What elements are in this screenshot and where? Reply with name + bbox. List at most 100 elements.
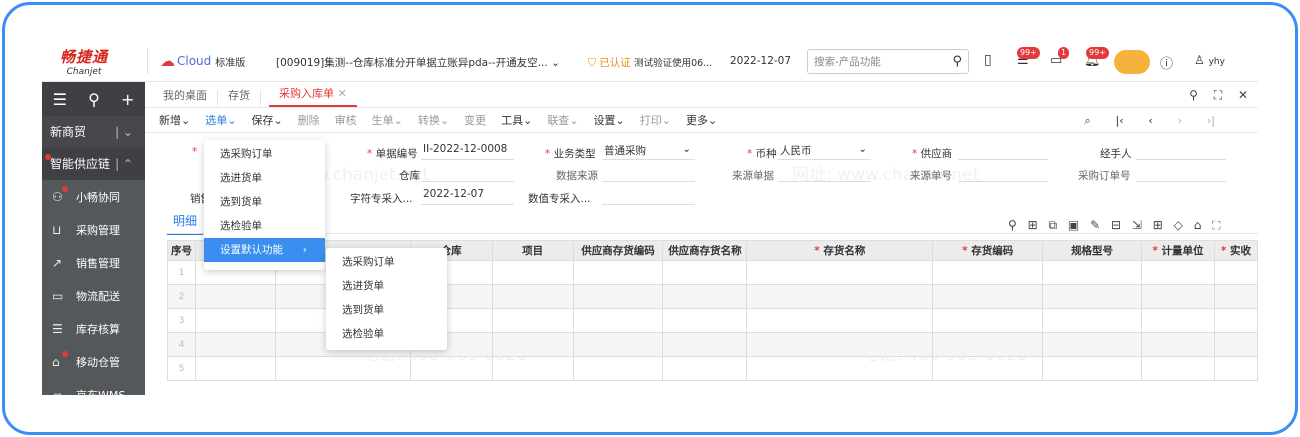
edit-icon: ✎ xyxy=(1090,218,1101,232)
user-icon: ♙ xyxy=(1194,53,1205,67)
help-icon[interactable]: ⓘ xyxy=(1160,57,1174,72)
biz-type-select[interactable]: 普通采购 ⌄ xyxy=(602,143,695,160)
close-icon: ✕ xyxy=(337,87,347,100)
product-logo: ☁ Cloud 标准版 xyxy=(160,52,246,70)
sidebar-item-sales[interactable]: ↗ 销售管理 xyxy=(52,255,120,270)
submenu-item-select-arrival[interactable]: 选到货单 xyxy=(342,304,384,316)
search-icon: ⚲ xyxy=(1189,88,1198,102)
table-row[interactable]: 3 xyxy=(167,308,1258,333)
columns-icon: ⊞ xyxy=(1152,218,1163,232)
submenu-item-select-purchase[interactable]: 选进货单 xyxy=(342,280,384,292)
link-query-button[interactable]: 联查⌄ xyxy=(547,114,579,127)
sidebar-item-purchase[interactable]: ⊔ 采购管理 xyxy=(52,222,120,237)
add-icon[interactable]: + xyxy=(120,89,135,109)
char-field[interactable]: 2022-12-07 xyxy=(421,188,514,205)
split-icon: ⊟ xyxy=(1110,218,1122,232)
table-row[interactable]: 1 xyxy=(167,260,1258,285)
generate-button[interactable]: 生单⌄ xyxy=(371,114,403,127)
warehouse-icon: ⌂ xyxy=(52,354,60,369)
cloud-logo-icon: ☁ xyxy=(160,52,175,70)
mascot-avatar[interactable] xyxy=(1114,50,1150,74)
set-default-submenu: 选采购订单 选进货单 选到货单 选检验单 xyxy=(326,248,447,350)
cart-icon: ⊔ xyxy=(52,222,62,237)
sidebar-item-collab[interactable]: ⚇ 小畅协同 xyxy=(42,180,145,213)
message-badge: 1 xyxy=(1058,47,1070,59)
copy-icon: ⧉ xyxy=(1048,218,1058,232)
sidebar-item-wms[interactable]: ▱ 京东WMS xyxy=(42,378,145,396)
data-source-field[interactable] xyxy=(602,165,695,182)
settings-button[interactable]: 设置⌄ xyxy=(593,114,625,127)
menu-item-select-po[interactable]: 选采购订单 xyxy=(220,148,273,160)
next-icon: › xyxy=(1177,114,1183,127)
todo-badge: 99+ xyxy=(1017,47,1040,59)
submenu-item-select-inspection[interactable]: 选检验单 xyxy=(342,328,384,340)
sidebar-item-mobile-warehouse[interactable]: ⌂ 移动仓管 xyxy=(42,345,145,378)
menu-item-select-inspection[interactable]: 选检验单 xyxy=(220,220,262,232)
po-no-field[interactable] xyxy=(1136,165,1226,182)
sidebar-item-logistics[interactable]: ▭ 物流配送 xyxy=(52,288,120,303)
user-menu[interactable]: ♙ yhy xyxy=(1194,53,1225,67)
table-row[interactable]: 4 xyxy=(167,332,1258,357)
menu-item-set-default[interactable]: 设置默认功能 › xyxy=(204,238,325,262)
select-doc-menu: 选采购订单 选进货单 选到货单 选检验单 设置默认功能 › xyxy=(204,140,325,270)
currency-select[interactable]: 人民币 ⌄ xyxy=(778,143,871,160)
menu-item-select-arrival[interactable]: 选到货单 xyxy=(220,196,262,208)
sidebar: ☰ ⚲ + 新商贸 | ⌄ 智能供应链 | ⌃ ⚇ 小畅协同 ⊔ 采购管理 ↗ 销售管理 ▭ 物… xyxy=(42,82,145,395)
search-icon[interactable]: ⚲ xyxy=(88,89,100,109)
tab-actions[interactable]: ⚲ ⛶ ✕ xyxy=(1189,88,1248,103)
chevron-right-icon: › xyxy=(302,244,307,256)
verified-badge[interactable]: ⛉ 已认证 测试验证使用06... xyxy=(588,57,713,69)
fullscreen-icon: ⛶ xyxy=(1213,88,1223,102)
wms-icon: ▱ xyxy=(52,387,62,396)
search-input[interactable]: 搜索-产品功能 ⚲ xyxy=(807,49,969,74)
convert-button[interactable]: 转换⌄ xyxy=(417,114,450,127)
todo-icon[interactable]: ☰ xyxy=(1017,53,1029,68)
sidebar-item-inventory[interactable]: ☰ 库存核算 xyxy=(52,321,120,336)
print-button[interactable]: 打印⌄ xyxy=(639,114,671,127)
sidebar-group-new-trade[interactable]: 新商贸 | ⌄ xyxy=(42,116,145,148)
save-button[interactable]: 保存⌄ xyxy=(251,114,283,127)
tab-bar: 我的桌面 存货 采购入库单 ✕ ⚲ ⛶ ✕ xyxy=(145,85,1258,108)
more-button[interactable]: 更多⌄ xyxy=(685,114,718,127)
chevron-up-icon: | ⌃ xyxy=(115,156,133,171)
change-button[interactable]: 变更 xyxy=(464,114,487,127)
tab-detail[interactable]: 明细 xyxy=(167,212,204,235)
table-row[interactable]: 5 xyxy=(167,356,1258,381)
new-button[interactable]: 新增⌄ xyxy=(159,114,191,127)
num-field[interactable] xyxy=(602,188,695,205)
mobile-icon[interactable]: ▯ xyxy=(984,52,992,68)
source-doc-field[interactable] xyxy=(778,165,871,182)
date-display: 2022-12-07 xyxy=(730,55,792,67)
menu-item-select-purchase[interactable]: 选进货单 xyxy=(220,172,262,184)
home-icon: ⌂ xyxy=(1193,218,1202,232)
supplier-field[interactable] xyxy=(958,143,1048,160)
submenu-item-select-po[interactable]: 选采购订单 xyxy=(342,256,395,268)
location-icon: ⚲ xyxy=(1008,218,1017,232)
notice-badge: 99+ xyxy=(1086,47,1109,59)
truck-icon: ▭ xyxy=(52,288,64,303)
tab-purchase-receipt[interactable]: 采购入库单 ✕ xyxy=(269,88,357,107)
doc-no-field[interactable]: II-2022-12-0008 xyxy=(421,143,514,160)
menu-icon[interactable]: ☰ xyxy=(52,89,67,109)
chart-icon: ↗ xyxy=(52,255,63,270)
grid-toolbar[interactable]: ⚲ ⊞ ⧉ ▣ ✎ ⊟ ⇲ ⊞ ◇ ⌂ ⛶ xyxy=(1008,218,1221,233)
record-nav[interactable]: ⌕ |‹ ‹ › ›| xyxy=(1084,113,1230,128)
audit-button[interactable]: 审核 xyxy=(334,114,357,127)
handler-field[interactable] xyxy=(1136,143,1226,160)
sidebar-group-supply-chain[interactable]: 智能供应链 | ⌃ xyxy=(42,148,145,180)
tools-button[interactable]: 工具⌄ xyxy=(501,114,533,127)
toolbar: 新增⌄ 选单⌄ 保存⌄ 删除 审核 生单⌄ 转换⌄ 变更 工具⌄ 联查⌄ 设置⌄… xyxy=(145,108,1258,133)
tab-inventory[interactable]: 存货 xyxy=(218,90,261,107)
account-selector[interactable]: [009019]集测--仓库标准分开单据立账异pda--开通友空... ⌄ xyxy=(276,57,560,69)
tab-desktop[interactable]: 我的桌面 xyxy=(145,90,218,107)
delete-button[interactable]: 删除 xyxy=(297,114,320,127)
select-doc-button[interactable]: 选单⌄ xyxy=(205,114,237,127)
search-icon: ⚲ xyxy=(952,54,962,69)
chanjet-logo[interactable]: 畅捷通 Chanjet xyxy=(60,48,109,77)
last-icon: ›| xyxy=(1206,114,1215,127)
warehouse-field[interactable] xyxy=(421,165,514,182)
import-icon: ⇲ xyxy=(1131,218,1142,232)
source-no-field[interactable] xyxy=(958,165,1048,182)
collab-icon: ⚇ xyxy=(52,189,63,204)
